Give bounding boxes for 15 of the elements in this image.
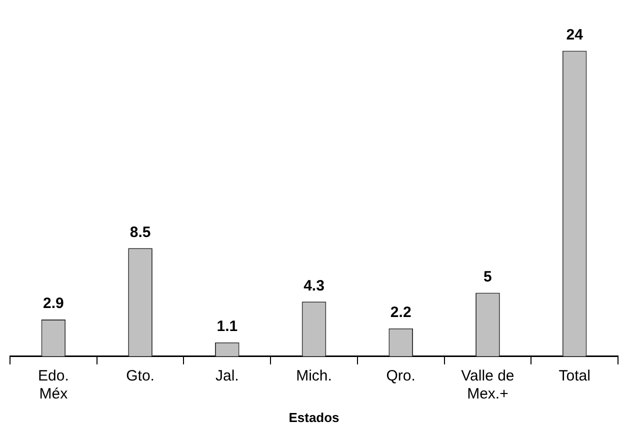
data-label: 24	[566, 26, 584, 44]
x-tick-label: Mich.	[296, 368, 332, 385]
data-label: 1.1	[216, 318, 238, 336]
x-tick-label: Qro.	[386, 368, 416, 385]
x-tick-label: Edo. Méx	[38, 368, 69, 403]
data-label: 5	[484, 268, 492, 286]
x-tick-label: Gto.	[126, 368, 154, 385]
data-label: 2.2	[390, 304, 412, 322]
data-label: 4.3	[304, 277, 324, 294]
x-tick-label: Jal.	[215, 368, 239, 385]
x-tick-label: Total	[558, 368, 590, 385]
data-label: 2.9	[43, 295, 64, 312]
x-axis-title: Estados	[288, 410, 340, 425]
x-tick-label: Valle de Mex.+	[461, 368, 514, 403]
data-label: 8.5	[130, 224, 151, 241]
